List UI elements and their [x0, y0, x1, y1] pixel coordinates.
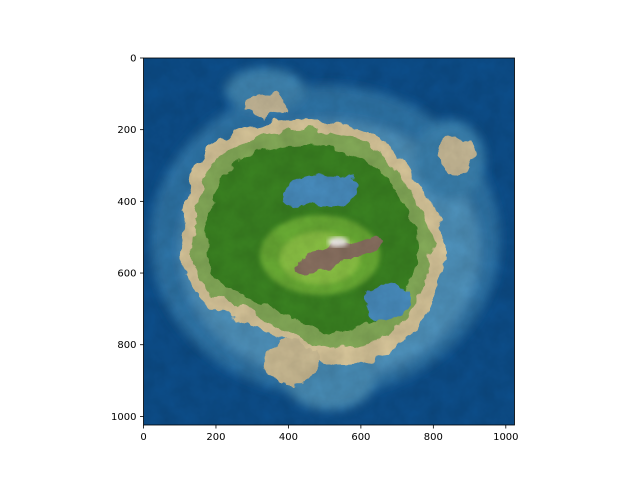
heatmap-image [143, 58, 515, 425]
x-tick-label: 600 [351, 432, 370, 443]
y-axis: 0 200 400 600 800 1000 [111, 54, 144, 423]
x-tick-label: 800 [424, 432, 443, 443]
y-tick-label: 0 [130, 54, 136, 65]
y-tick-label: 800 [117, 340, 136, 351]
x-axis: 0 200 400 600 800 1000 [140, 425, 519, 443]
x-tick-label: 200 [206, 432, 225, 443]
y-tick-label: 200 [117, 125, 136, 136]
y-tick-label: 1000 [111, 412, 136, 423]
axes-frame [143, 57, 515, 426]
x-tick-label: 1000 [493, 432, 518, 443]
y-tick-label: 600 [117, 269, 136, 280]
y-tick-label: 400 [117, 197, 136, 208]
terrain-texture [143, 58, 515, 425]
x-tick-label: 0 [140, 432, 146, 443]
x-tick-label: 400 [279, 432, 298, 443]
